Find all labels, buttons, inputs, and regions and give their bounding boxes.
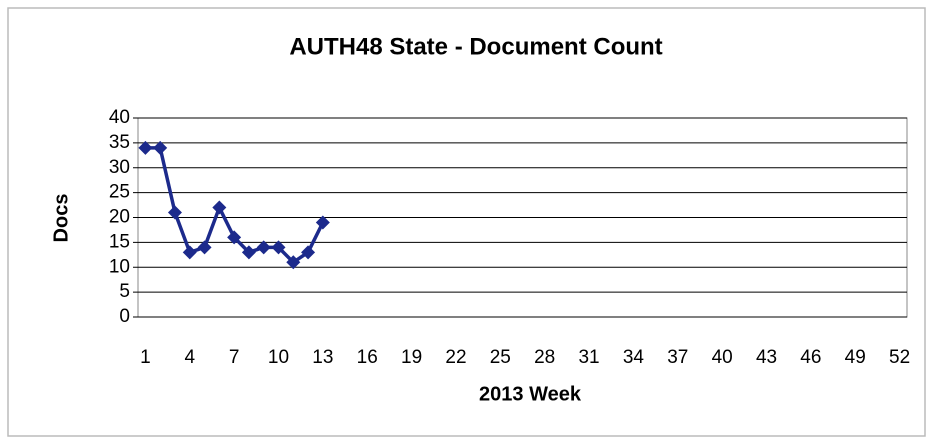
- y-axis-title: Docs: [50, 194, 72, 243]
- data-point: [256, 240, 271, 255]
- data-point: [315, 215, 330, 230]
- x-tick-label: 1: [140, 347, 151, 368]
- x-tick-label: 52: [889, 347, 910, 368]
- x-tick-label: 10: [268, 347, 289, 368]
- data-point: [182, 245, 197, 260]
- x-tick-label: 31: [578, 347, 599, 368]
- y-tick-label: 10: [109, 256, 130, 277]
- x-tick-label: 28: [534, 347, 555, 368]
- y-tick-label: 40: [109, 107, 130, 128]
- chart-title: AUTH48 State - Document Count: [289, 33, 662, 60]
- x-tick-label: 25: [490, 347, 511, 368]
- x-tick-label: 40: [712, 347, 733, 368]
- x-axis-title: 2013 Week: [479, 383, 582, 405]
- y-tick-label: 30: [109, 157, 130, 178]
- x-tick-label: 37: [667, 347, 688, 368]
- y-tick-label: 0: [119, 306, 130, 327]
- chart-frame: [7, 7, 926, 437]
- x-tick-label: 43: [756, 347, 777, 368]
- y-tick-label: 20: [109, 207, 130, 228]
- data-point: [271, 240, 286, 255]
- x-tick-label: 7: [229, 347, 240, 368]
- data-point: [301, 245, 316, 260]
- data-point: [212, 200, 227, 215]
- data-point: [138, 140, 153, 155]
- y-tick-label: 35: [109, 132, 130, 153]
- data-point: [227, 230, 242, 245]
- data-point: [153, 140, 168, 155]
- y-tick-label: 15: [109, 231, 130, 252]
- x-tick-label: 4: [184, 347, 195, 368]
- x-tick-label: 49: [845, 347, 866, 368]
- data-point: [286, 255, 301, 270]
- x-tick-label: 46: [800, 347, 821, 368]
- data-point: [167, 205, 182, 220]
- x-tick-label: 34: [623, 347, 645, 368]
- data-point: [241, 245, 256, 260]
- x-tick-label: 13: [312, 347, 333, 368]
- y-tick-label: 5: [119, 281, 130, 302]
- x-tick-label: 19: [401, 347, 422, 368]
- data-point: [197, 240, 212, 255]
- x-tick-label: 22: [445, 347, 466, 368]
- x-tick-label: 16: [357, 347, 378, 368]
- y-tick-label: 25: [109, 182, 130, 203]
